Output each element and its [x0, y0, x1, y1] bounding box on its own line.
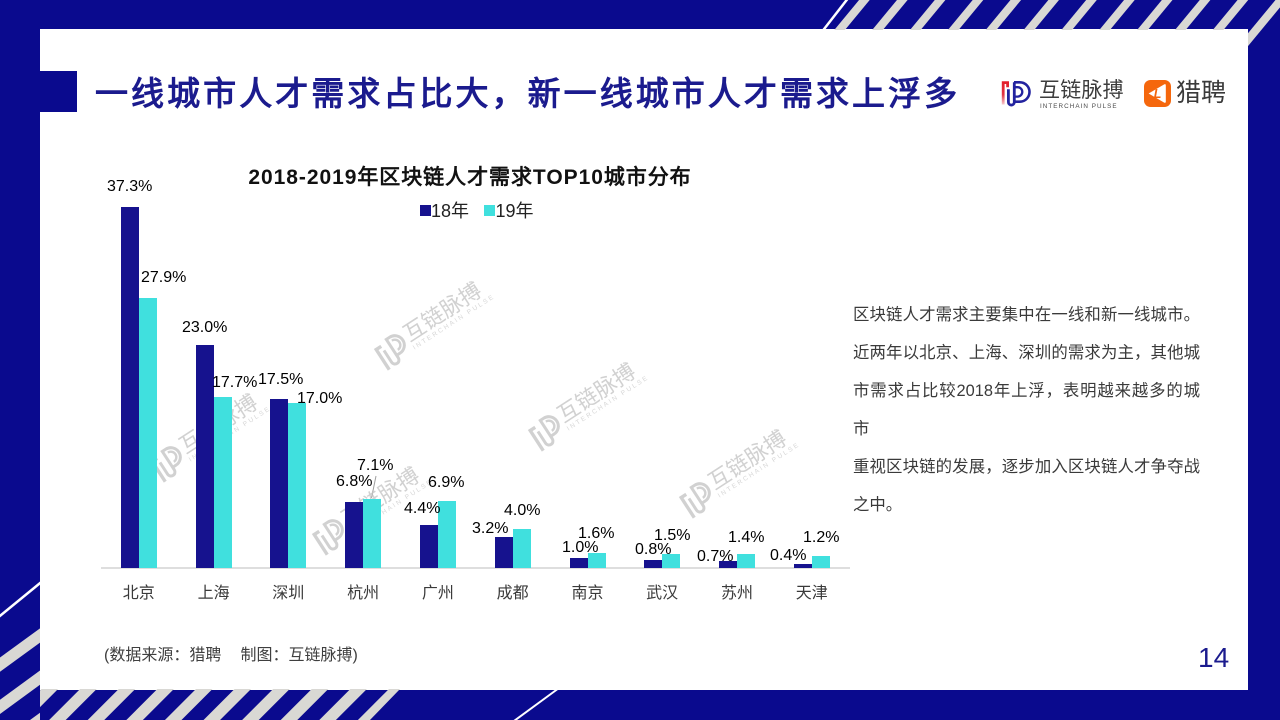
- svg-text:L: L: [1153, 87, 1161, 101]
